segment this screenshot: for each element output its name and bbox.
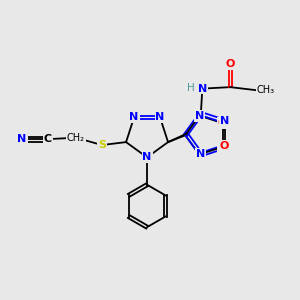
Text: O: O (218, 118, 227, 128)
Text: N: N (220, 116, 229, 126)
Text: O: O (226, 59, 235, 69)
Text: N: N (218, 142, 227, 152)
Text: N: N (17, 134, 27, 144)
Text: N: N (155, 112, 165, 122)
Text: CH₂: CH₂ (67, 133, 85, 143)
Text: C: C (44, 134, 52, 144)
Text: N: N (196, 149, 206, 159)
Text: N: N (198, 84, 207, 94)
Text: S: S (98, 140, 106, 150)
Text: N: N (195, 111, 204, 121)
Text: H: H (187, 83, 195, 93)
Text: N: N (142, 152, 152, 162)
Text: CH₃: CH₃ (257, 85, 275, 95)
Text: O: O (220, 141, 229, 151)
Text: N: N (130, 112, 139, 122)
